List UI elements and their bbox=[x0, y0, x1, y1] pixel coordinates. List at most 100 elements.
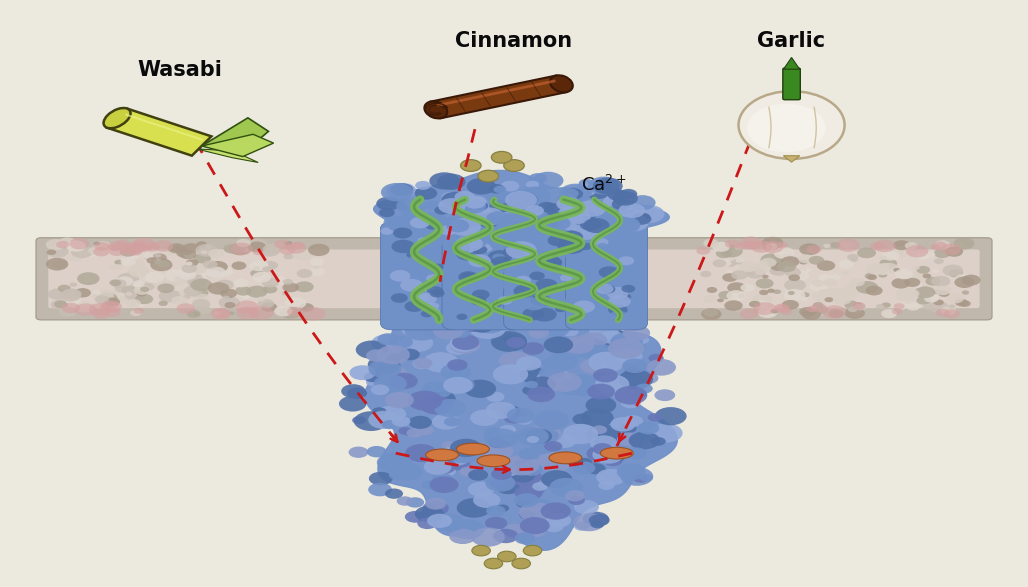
Circle shape bbox=[104, 308, 120, 317]
Circle shape bbox=[406, 251, 419, 258]
Circle shape bbox=[486, 402, 516, 419]
Circle shape bbox=[401, 322, 426, 336]
Circle shape bbox=[542, 257, 561, 268]
Circle shape bbox=[548, 235, 568, 247]
Circle shape bbox=[491, 151, 512, 163]
Circle shape bbox=[110, 279, 121, 286]
Circle shape bbox=[932, 269, 939, 273]
Circle shape bbox=[603, 456, 623, 466]
Circle shape bbox=[93, 247, 110, 257]
Circle shape bbox=[140, 286, 149, 292]
Circle shape bbox=[629, 195, 656, 210]
Circle shape bbox=[719, 259, 731, 266]
Circle shape bbox=[163, 274, 186, 286]
Circle shape bbox=[295, 281, 314, 292]
Circle shape bbox=[484, 558, 503, 569]
Circle shape bbox=[433, 322, 464, 339]
Circle shape bbox=[897, 287, 910, 294]
Circle shape bbox=[740, 284, 755, 292]
Circle shape bbox=[725, 239, 740, 248]
Circle shape bbox=[473, 492, 501, 508]
Circle shape bbox=[609, 338, 645, 359]
Circle shape bbox=[88, 247, 102, 255]
Circle shape bbox=[574, 315, 587, 323]
Circle shape bbox=[771, 263, 785, 271]
Circle shape bbox=[621, 396, 641, 408]
Circle shape bbox=[579, 332, 608, 349]
Circle shape bbox=[47, 288, 68, 300]
Circle shape bbox=[533, 308, 557, 322]
Circle shape bbox=[471, 275, 481, 281]
Circle shape bbox=[97, 299, 113, 308]
Circle shape bbox=[560, 274, 573, 282]
Circle shape bbox=[425, 201, 440, 210]
Circle shape bbox=[405, 511, 426, 523]
Circle shape bbox=[50, 300, 68, 309]
Circle shape bbox=[514, 484, 543, 501]
Circle shape bbox=[470, 239, 486, 248]
Circle shape bbox=[368, 483, 392, 497]
Circle shape bbox=[94, 241, 112, 251]
Circle shape bbox=[879, 258, 897, 268]
Circle shape bbox=[810, 281, 829, 292]
Circle shape bbox=[392, 463, 423, 480]
Circle shape bbox=[403, 429, 416, 436]
Circle shape bbox=[366, 378, 379, 386]
Circle shape bbox=[851, 302, 866, 310]
Circle shape bbox=[472, 289, 489, 300]
Circle shape bbox=[292, 242, 304, 249]
Circle shape bbox=[580, 218, 601, 231]
Circle shape bbox=[578, 336, 591, 343]
Circle shape bbox=[430, 477, 458, 493]
Circle shape bbox=[894, 269, 913, 279]
Circle shape bbox=[486, 211, 510, 225]
Circle shape bbox=[434, 514, 465, 532]
Circle shape bbox=[522, 308, 545, 321]
Circle shape bbox=[497, 504, 509, 512]
Circle shape bbox=[220, 289, 237, 298]
Circle shape bbox=[799, 244, 819, 255]
Circle shape bbox=[372, 407, 387, 416]
Circle shape bbox=[862, 252, 875, 259]
FancyBboxPatch shape bbox=[48, 249, 980, 308]
Circle shape bbox=[743, 241, 754, 247]
Ellipse shape bbox=[550, 75, 573, 92]
Circle shape bbox=[203, 260, 218, 269]
Circle shape bbox=[420, 298, 448, 313]
Circle shape bbox=[905, 278, 920, 287]
Circle shape bbox=[145, 272, 164, 283]
Circle shape bbox=[595, 227, 610, 236]
Circle shape bbox=[187, 288, 197, 294]
Text: Garlic: Garlic bbox=[758, 31, 825, 51]
Circle shape bbox=[376, 345, 410, 365]
Circle shape bbox=[557, 194, 578, 205]
Circle shape bbox=[530, 439, 556, 454]
Circle shape bbox=[541, 502, 571, 519]
Circle shape bbox=[483, 204, 508, 218]
Circle shape bbox=[556, 519, 568, 526]
Circle shape bbox=[491, 331, 527, 352]
Circle shape bbox=[212, 309, 231, 320]
Circle shape bbox=[762, 237, 783, 249]
Circle shape bbox=[508, 191, 538, 208]
Circle shape bbox=[427, 454, 451, 468]
Circle shape bbox=[417, 212, 447, 229]
Circle shape bbox=[600, 285, 616, 294]
Circle shape bbox=[856, 281, 878, 294]
Circle shape bbox=[761, 254, 783, 266]
Circle shape bbox=[853, 309, 861, 314]
Circle shape bbox=[485, 517, 508, 529]
Circle shape bbox=[399, 349, 419, 360]
Circle shape bbox=[461, 160, 481, 171]
Circle shape bbox=[405, 321, 439, 340]
Circle shape bbox=[573, 461, 595, 474]
Circle shape bbox=[751, 294, 773, 306]
Circle shape bbox=[497, 474, 521, 488]
Circle shape bbox=[152, 259, 161, 264]
Circle shape bbox=[562, 424, 598, 444]
Circle shape bbox=[371, 334, 402, 352]
Circle shape bbox=[443, 377, 473, 394]
Text: Ca$^{2+}$: Ca$^{2+}$ bbox=[581, 175, 626, 195]
Circle shape bbox=[491, 468, 512, 480]
Circle shape bbox=[108, 241, 125, 251]
